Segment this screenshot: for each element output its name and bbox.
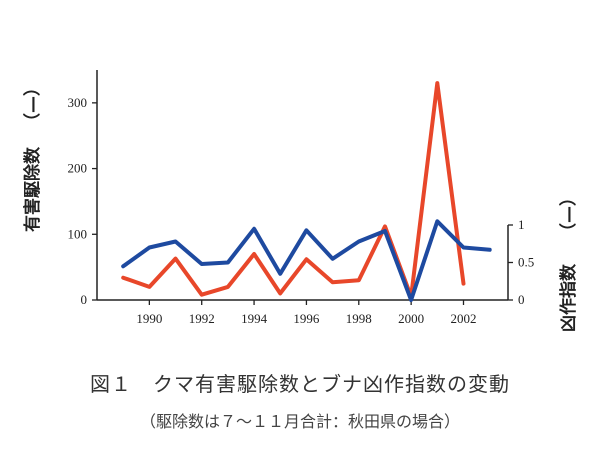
left-tick-label: 300 (68, 95, 88, 110)
x-tick-label: 2002 (450, 311, 476, 326)
crop-failure-index-line (121, 219, 492, 302)
left-axis-marker: （—） (22, 79, 43, 130)
x-tick-label: 1996 (293, 311, 320, 326)
left-axis-label: 有害駆除数 (22, 146, 43, 232)
x-tick-label: 2000 (398, 311, 424, 326)
right-tick-label: 0.5 (518, 255, 534, 270)
x-tick-label: 1998 (346, 311, 372, 326)
left-ticks: 0 100 200 300 (68, 95, 97, 307)
figure-subcaption: （駆除数は７～１１月合計：秋田県の場合） (139, 412, 460, 431)
figure-caption: 図１ クマ有害駆除数とブナ凶作指数の変動 (90, 372, 510, 396)
right-ticks: 00.51 (508, 217, 534, 307)
left-axis-title: 有害駆除数 （—） (22, 79, 43, 232)
right-tick-label: 0 (518, 292, 525, 307)
left-tick-label: 200 (68, 161, 88, 176)
cull-count-line (121, 81, 466, 299)
right-axis-label: 凶作指数 (558, 263, 579, 332)
right-axis-marker: （—） (558, 189, 579, 240)
left-tick-label: 0 (81, 292, 88, 307)
x-tick-label: 1990 (136, 311, 162, 326)
x-tick-label: 1994 (241, 311, 268, 326)
right-axis-title: 凶作指数 （—） (558, 189, 579, 332)
left-tick-label: 100 (68, 226, 88, 241)
series-layer (121, 81, 492, 302)
right-tick-label: 1 (518, 217, 525, 232)
x-ticks: 1990 1992 1994 1996 1998 2000 2002 (136, 300, 476, 326)
x-tick-label: 1992 (189, 311, 215, 326)
